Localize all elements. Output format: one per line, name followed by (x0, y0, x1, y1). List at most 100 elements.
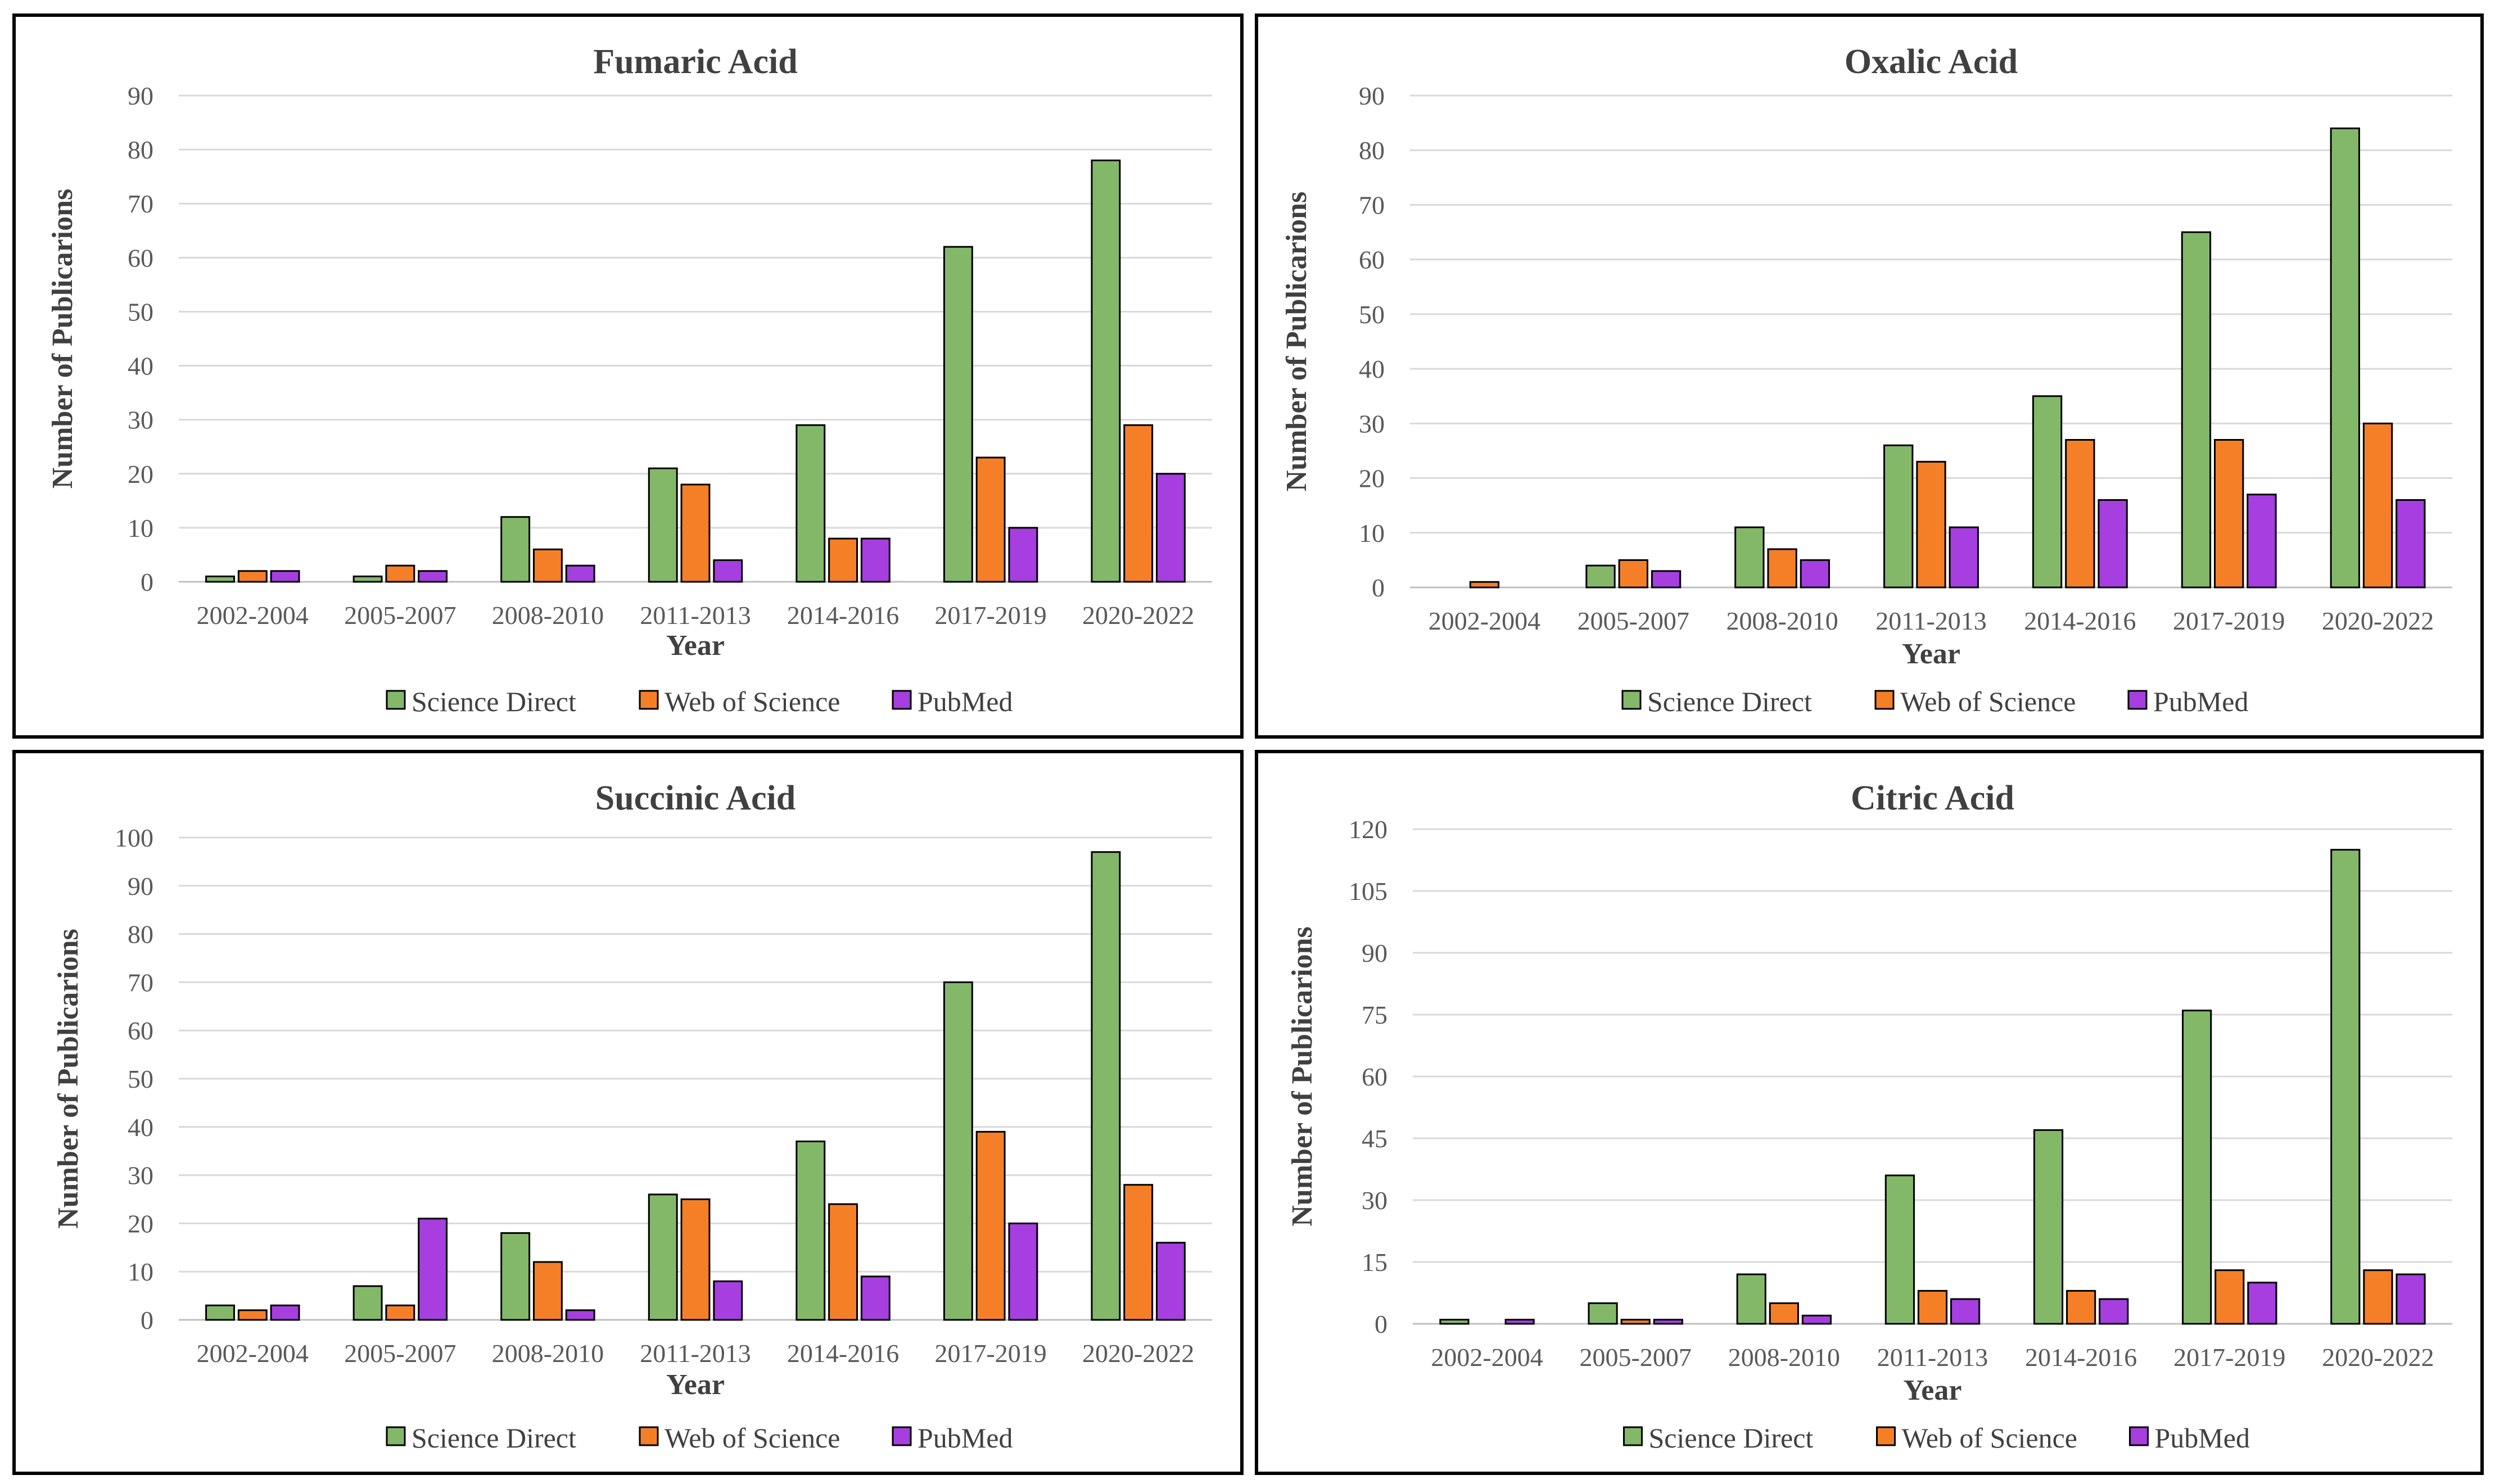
bar-pubmed-2002-2004 (1504, 1319, 1535, 1325)
bar-science-direct-2020-2022 (1091, 159, 1121, 583)
x-tick-label: 2002-2004 (1429, 607, 1540, 635)
chart-panel-citric-acid: Citric Acid 0 15 30 45 60 75 90 105 120 2002-2004 2… (1255, 750, 2484, 1475)
bar-science-direct-2014-2016 (795, 1141, 826, 1321)
chart-title: Fumaric Acid (593, 43, 797, 81)
legend-label: Web of Science (665, 1422, 840, 1454)
chart-svg: Succinic Acid 0 10 20 30 40 50 60 70 80 90 100 2002-… (52, 779, 1212, 1454)
bar-science-direct-2014-2016 (795, 424, 826, 583)
bar-web-of-science-2011-2013 (1916, 460, 1946, 589)
legend-label: PubMed (917, 1422, 1013, 1454)
bar-web-of-science-2020-2022 (2363, 1269, 2393, 1325)
legend-swatch-web-of-science (1876, 1426, 1896, 1446)
bar-science-direct-2020-2022 (1091, 851, 1121, 1321)
x-tick-label: 2011-2013 (1877, 1343, 1988, 1372)
bar-science-direct-2005-2007 (352, 575, 383, 583)
bar-science-direct-2017-2019 (2181, 231, 2212, 589)
x-tick-label: 2008-2010 (1726, 607, 1838, 635)
bar-web-of-science-2002-2004 (237, 570, 268, 583)
bar-pubmed-2014-2016 (2099, 1298, 2129, 1325)
x-tick-label: 2014-2016 (2024, 607, 2136, 635)
bar-science-direct-2017-2019 (943, 981, 973, 1321)
y-tick-label: 90 (1359, 82, 1385, 110)
bar-web-of-science-2005-2007 (1618, 559, 1648, 589)
x-tick-label: 2002-2004 (197, 1339, 309, 1368)
y-tick-label: 75 (1362, 1001, 1387, 1029)
x-tick-label: 2017-2019 (934, 601, 1046, 630)
bar-web-of-science-2017-2019 (2214, 1269, 2245, 1325)
bar-science-direct-2014-2016 (2033, 1129, 2064, 1325)
x-tick-label: 2008-2010 (492, 601, 604, 630)
bar-science-direct-2011-2013 (648, 1193, 678, 1321)
bar-science-direct-2005-2007 (1588, 1302, 1618, 1325)
chart-svg: Citric Acid 0 15 30 45 60 75 90 105 120 2002-2004 2… (1286, 779, 2452, 1454)
legend-swatch-web-of-science (639, 690, 659, 710)
bar-pubmed-2017-2019 (2247, 494, 2277, 589)
y-tick-label: 40 (128, 1113, 153, 1142)
y-tick-label: 0 (141, 1306, 153, 1334)
bar-pubmed-2011-2013 (1949, 526, 1979, 589)
bar-science-direct-2008-2010 (1736, 1273, 1766, 1325)
y-tick-label: 10 (1359, 519, 1385, 548)
bar-web-of-science-2008-2010 (532, 548, 563, 583)
bar-web-of-science-2020-2022 (1123, 1184, 1154, 1321)
x-tick-label: 2014-2016 (787, 601, 899, 630)
bar-web-of-science-2017-2019 (975, 456, 1006, 583)
y-tick-label: 80 (128, 135, 153, 164)
bar-science-direct-2011-2013 (1884, 1174, 1915, 1325)
y-tick-label: 70 (128, 189, 153, 218)
chart-title: Citric Acid (1851, 779, 2014, 817)
bar-pubmed-2020-2022 (1156, 473, 1186, 583)
y-tick-label: 100 (115, 824, 153, 852)
y-tick-label: 50 (1359, 300, 1385, 329)
bar-science-direct-2011-2013 (1883, 444, 1914, 589)
bar-web-of-science-2008-2010 (1767, 548, 1797, 589)
x-tick-label: 2017-2019 (2173, 607, 2285, 635)
bar-pubmed-2005-2007 (418, 570, 448, 583)
y-tick-label: 90 (128, 872, 153, 901)
legend-label: Web of Science (1902, 1422, 2078, 1454)
y-axis-label: Number of Publicarions (1281, 192, 1313, 492)
y-tick-label: 60 (128, 243, 153, 272)
chart-panel-fumaric-acid: Fumaric Acid 0 10 20 30 40 50 60 70 80 90 2002-2004… (12, 13, 1244, 739)
y-tick-label: 0 (1372, 573, 1385, 602)
y-tick-label: 80 (1359, 136, 1385, 165)
bar-science-direct-2014-2016 (2032, 395, 2063, 589)
bar-web-of-science-2014-2016 (2065, 439, 2095, 589)
y-axis-label: Number of Publicarions (47, 189, 79, 489)
legend-swatch-pubmed (892, 690, 912, 710)
bar-web-of-science-2005-2007 (385, 1304, 415, 1321)
bar-web-of-science-2011-2013 (1917, 1290, 1948, 1325)
y-tick-label: 70 (1359, 191, 1385, 219)
bar-pubmed-2008-2010 (565, 1309, 595, 1321)
bar-web-of-science-2005-2007 (385, 564, 415, 583)
y-tick-label: 20 (128, 1209, 153, 1238)
bar-web-of-science-2014-2016 (828, 537, 858, 583)
chart-panel-succinic-acid: Succinic Acid 0 10 20 30 40 50 60 70 80 90 100 2002-… (12, 750, 1244, 1475)
bar-science-direct-2002-2004 (1439, 1319, 1470, 1325)
y-tick-label: 0 (1375, 1310, 1387, 1338)
x-tick-label: 2017-2019 (2173, 1343, 2285, 1372)
x-tick-label: 2002-2004 (197, 601, 309, 630)
bar-science-direct-2020-2022 (2330, 849, 2361, 1325)
bar-pubmed-2005-2007 (418, 1218, 448, 1321)
x-axis-label: Year (1902, 638, 1960, 670)
bar-pubmed-2020-2022 (2395, 1273, 2426, 1325)
bar-science-direct-2002-2004 (205, 1304, 235, 1321)
x-axis-label: Year (666, 1369, 725, 1401)
bar-web-of-science-2002-2004 (1469, 581, 1500, 589)
y-tick-label: 105 (1349, 877, 1387, 906)
bar-web-of-science-2020-2022 (1123, 424, 1154, 583)
y-tick-label: 120 (1349, 815, 1387, 844)
legend-label: PubMed (2155, 1422, 2250, 1454)
bar-web-of-science-2005-2007 (1620, 1319, 1651, 1325)
legend-swatch-science-direct (1621, 690, 1642, 710)
bar-web-of-science-2017-2019 (2214, 439, 2244, 589)
bar-web-of-science-2011-2013 (680, 483, 711, 583)
bar-web-of-science-2008-2010 (532, 1261, 563, 1321)
chart-title: Succinic Acid (595, 779, 796, 817)
legend-swatch-web-of-science (639, 1426, 659, 1446)
x-tick-label: 2011-2013 (640, 1339, 751, 1368)
y-axis-label: Number of Publicarions (1286, 926, 1318, 1227)
y-tick-label: 40 (1359, 355, 1385, 383)
x-tick-label: 2020-2022 (1082, 1339, 1194, 1368)
